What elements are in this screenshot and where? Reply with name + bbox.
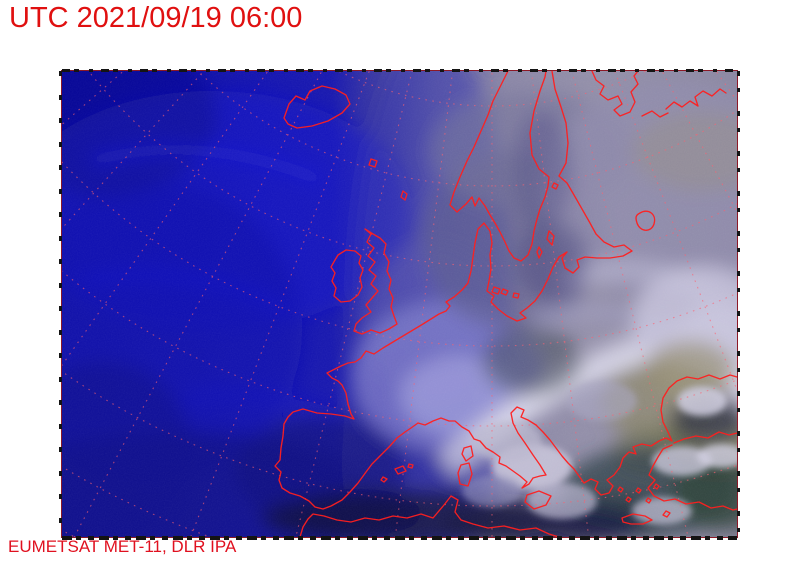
coastline-layer [274,71,737,537]
coast-turkey-north [673,431,737,444]
coast-great-britain [353,228,398,335]
coast-white-sea [591,71,639,117]
timestamp-label: UTC 2021/09/19 06:00 [9,2,303,34]
coast-iceland [283,85,351,129]
coast-north-africa [299,495,560,537]
coast-sicily [524,490,552,510]
coast-corsica [461,445,474,462]
satellite-map-frame [61,70,738,538]
coast-scandinavia-west [449,71,550,262]
satellite-imagery-layer [62,71,737,537]
coast-sardinia [457,462,473,487]
coast-crete [621,513,653,525]
credit-label: EUMETSAT MET-11, DLR IPA [8,537,237,556]
coast-turkey-west [647,444,737,511]
coast-ireland [330,249,364,303]
coast-continental-europe [274,71,737,510]
satellite-map-image [62,71,737,537]
